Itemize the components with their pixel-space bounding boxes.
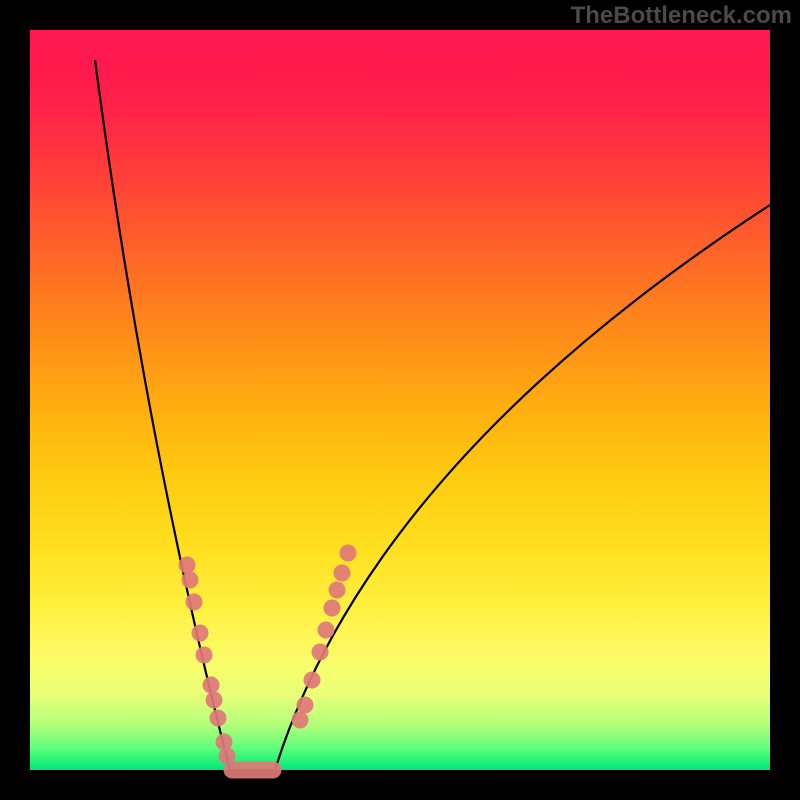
chart-container: TheBottleneck.com xyxy=(0,0,800,800)
data-point xyxy=(206,692,223,709)
data-point xyxy=(329,582,346,599)
data-point xyxy=(179,557,196,574)
data-point xyxy=(340,545,357,562)
markers-group xyxy=(179,545,357,771)
data-point xyxy=(324,600,341,617)
data-point xyxy=(196,647,213,664)
data-point xyxy=(210,710,227,727)
data-point xyxy=(312,644,329,661)
data-point xyxy=(318,622,335,639)
data-point xyxy=(304,672,321,689)
curve-layer xyxy=(30,30,770,770)
data-point xyxy=(192,625,209,642)
data-point xyxy=(186,594,203,611)
watermark-text: TheBottleneck.com xyxy=(571,2,792,30)
data-point xyxy=(203,677,220,694)
data-point xyxy=(216,734,233,751)
data-point xyxy=(334,565,351,582)
data-point xyxy=(297,697,314,714)
plot-area xyxy=(30,30,770,770)
data-point xyxy=(292,712,309,729)
data-point xyxy=(182,572,199,589)
